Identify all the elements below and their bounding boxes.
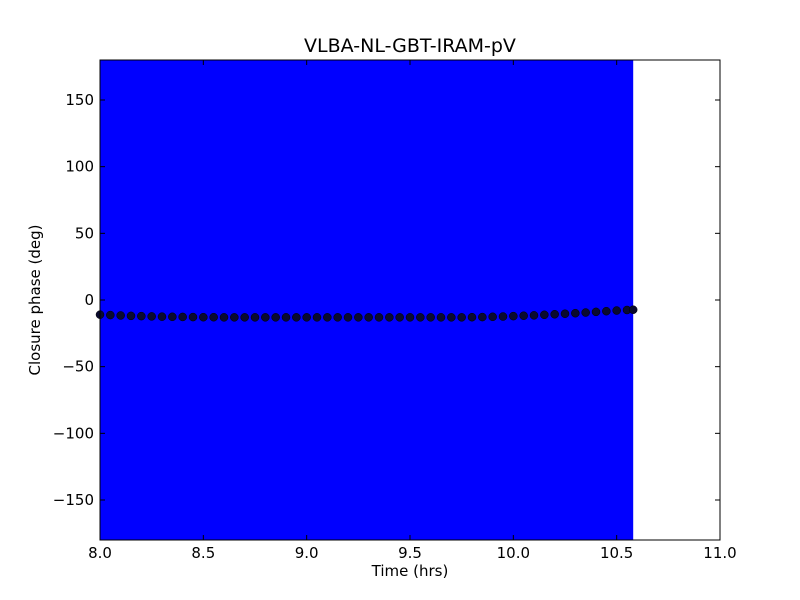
data-point xyxy=(628,305,638,314)
x-tick-label: 10.5 xyxy=(600,544,633,562)
x-tick-label: 9.0 xyxy=(295,544,319,562)
data-point xyxy=(447,313,456,322)
data-point xyxy=(395,313,404,322)
data-point xyxy=(178,312,187,322)
data-point xyxy=(168,312,177,322)
data-point xyxy=(281,313,291,322)
data-point xyxy=(385,313,394,322)
data-point xyxy=(292,313,301,322)
data-point xyxy=(478,312,487,322)
data-point xyxy=(240,313,249,322)
plot-area xyxy=(95,60,638,540)
data-point xyxy=(540,310,549,320)
data-point xyxy=(405,313,415,322)
data-point xyxy=(498,312,508,321)
data-point xyxy=(467,312,477,322)
data-point xyxy=(560,309,570,318)
x-tick-label: 11.0 xyxy=(703,544,736,562)
data-point xyxy=(550,310,559,319)
y-tick-label: 0 xyxy=(84,291,94,309)
data-point xyxy=(364,313,373,322)
data-point xyxy=(126,311,136,321)
data-point xyxy=(116,311,125,320)
data-point xyxy=(509,311,518,321)
data-point xyxy=(602,306,611,316)
data-point xyxy=(230,313,239,322)
data-point xyxy=(250,313,260,322)
data-point xyxy=(157,312,167,321)
data-point xyxy=(343,313,353,322)
data-point xyxy=(209,312,218,322)
data-point xyxy=(147,312,156,321)
x-tick-label: 8.5 xyxy=(191,544,215,562)
data-point xyxy=(323,313,332,322)
y-tick-label: −50 xyxy=(62,358,94,376)
data-point xyxy=(106,310,115,320)
y-tick-label: −100 xyxy=(53,424,94,442)
data-point xyxy=(529,311,539,320)
data-point xyxy=(581,308,590,317)
shaded-band xyxy=(100,60,634,540)
data-point xyxy=(612,306,621,315)
y-tick-label: 50 xyxy=(75,224,94,242)
data-point xyxy=(333,313,342,322)
data-point xyxy=(571,308,580,318)
data-point xyxy=(426,313,435,322)
data-point xyxy=(591,307,601,317)
data-point xyxy=(137,311,146,321)
data-point xyxy=(261,313,270,322)
data-point xyxy=(312,313,322,322)
data-point xyxy=(457,313,466,322)
data-point xyxy=(199,312,208,322)
data-point xyxy=(519,311,528,320)
x-axis-label: Time (hrs) xyxy=(371,562,449,580)
data-point xyxy=(488,312,497,322)
y-tick-label: 150 xyxy=(65,91,94,109)
x-tick-label: 8.0 xyxy=(88,544,112,562)
data-point xyxy=(374,313,384,322)
y-tick-label: −150 xyxy=(53,491,94,509)
data-point xyxy=(436,313,446,322)
data-point xyxy=(188,312,198,322)
chart-title: VLBA-NL-GBT-IRAM-pV xyxy=(304,35,516,57)
axes: 8.0 8.5 9.0 9.5 10.0 10.5 11.0 −150 −100 −50 0 50 10… xyxy=(53,59,737,562)
y-axis-label: Closure phase (deg) xyxy=(26,225,44,376)
y-tick-label: 100 xyxy=(65,158,94,176)
data-point xyxy=(219,313,229,322)
x-tick-label: 9.5 xyxy=(398,544,422,562)
data-point xyxy=(354,313,363,322)
x-tick-label: 10.0 xyxy=(497,544,530,562)
data-point xyxy=(416,313,425,322)
data-point xyxy=(302,313,311,322)
data-point xyxy=(271,313,280,322)
